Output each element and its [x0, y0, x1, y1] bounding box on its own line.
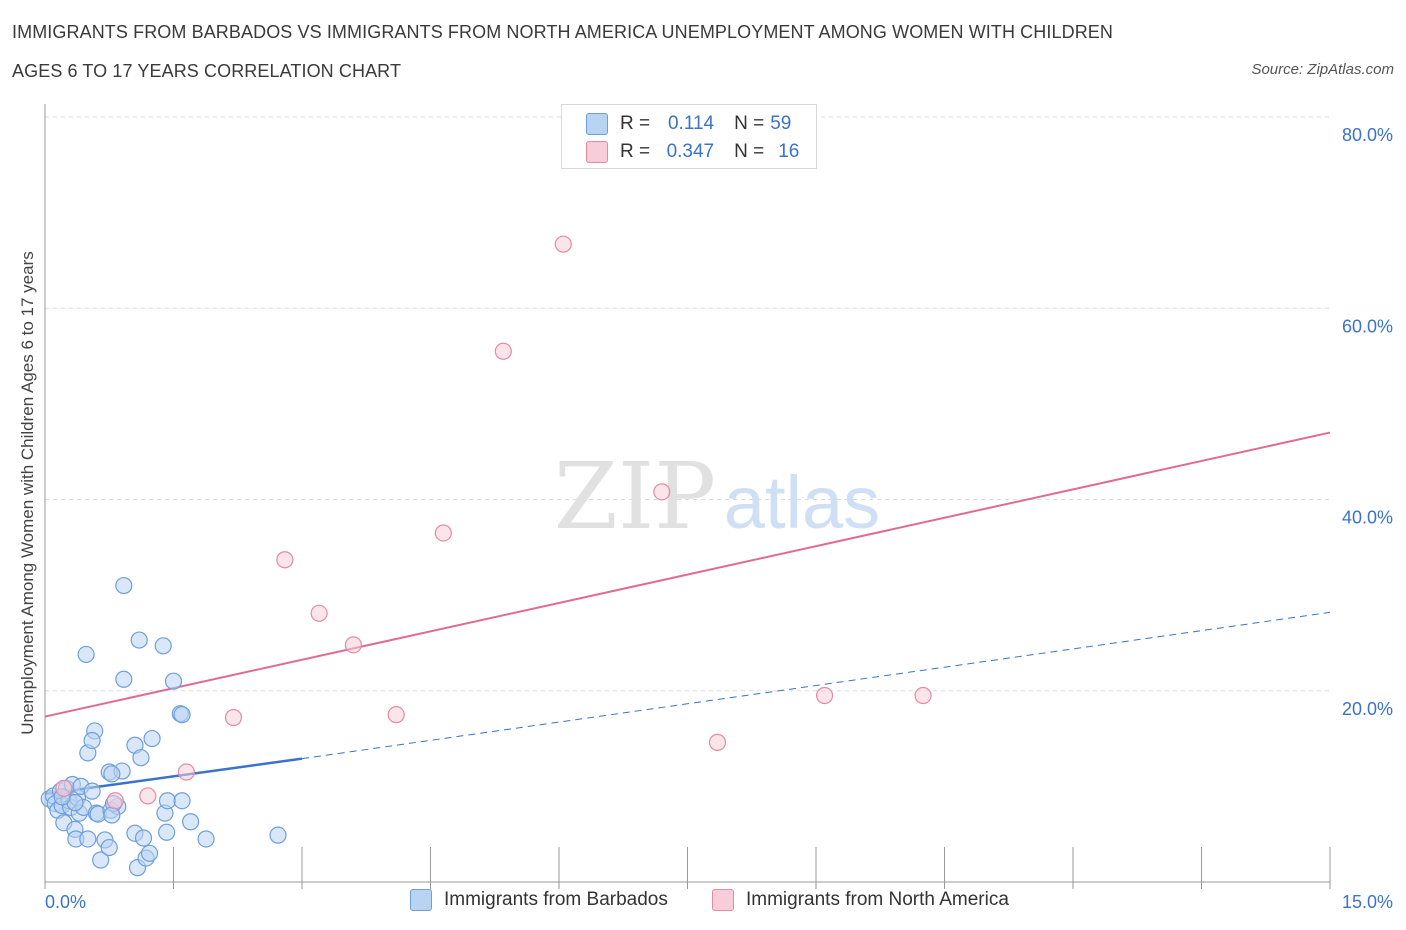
legend-r-value-barbados: 0.114 [667, 113, 715, 134]
point-north-america [914, 686, 932, 705]
x-tick-label: 0.0% [45, 892, 86, 912]
axes [44, 104, 1331, 889]
point-barbados [77, 645, 95, 664]
gridlines [45, 116, 1330, 692]
legend-r-value-north-america: 0.347 [666, 141, 715, 162]
point-north-america [708, 733, 727, 751]
bottom-legend-label-barbados: Immigrants from Barbados [444, 889, 668, 910]
trend-line-barbados-extrapolated [301, 611, 1331, 760]
point-north-america [554, 235, 572, 253]
legend-n-value-north-america: 16 [778, 141, 800, 162]
y-tick-label: 20.0% [1342, 699, 1393, 719]
x-tick-label: 15.0% [1342, 892, 1393, 912]
point-north-america [276, 551, 294, 569]
bottom-legend-label-north-america: Immigrants from North America [746, 889, 1009, 910]
point-north-america [494, 342, 512, 360]
legend-swatch-north-america [586, 141, 608, 163]
watermark-atlas: atlas [724, 461, 880, 544]
watermark: ZIP atlas [554, 443, 880, 550]
point-north-america [177, 763, 195, 781]
source-credit: Source: ZipAtlas.com [1251, 61, 1394, 78]
point-barbados [164, 672, 183, 690]
point-barbados [269, 826, 287, 844]
legend-r-label: R = [620, 141, 651, 162]
point-barbados [173, 706, 191, 724]
data-points [40, 235, 932, 877]
point-north-america [653, 483, 671, 501]
correlation-legend: R = 0.114 N = 59 R = 0.347 N = 16 [561, 104, 817, 169]
point-barbados [158, 823, 176, 841]
legend-n-value-barbados: 59 [770, 113, 792, 134]
point-north-america [815, 686, 834, 705]
point-barbados [173, 792, 191, 810]
y-tick-label: 60.0% [1342, 316, 1393, 336]
legend-row-north-america: R = 0.347 N = 16 [586, 140, 799, 164]
y-tick-label: 80.0% [1342, 125, 1393, 145]
point-barbados [154, 637, 172, 655]
point-north-america [106, 792, 124, 810]
legend-swatch-barbados [586, 113, 608, 135]
tick-labels: 20.0% 40.0% 60.0% 80.0% 0.0% 15.0% [45, 125, 1393, 912]
point-north-america [434, 524, 452, 542]
point-barbados [103, 765, 121, 783]
bottom-legend-swatch-north-america [712, 889, 734, 911]
point-barbados [79, 830, 97, 848]
point-barbados [134, 829, 153, 847]
point-barbados [130, 631, 148, 649]
legend-n-label: N = [734, 113, 765, 134]
point-barbados [197, 830, 215, 848]
point-barbados [143, 729, 161, 748]
point-barbados [83, 782, 101, 800]
point-barbados [92, 851, 110, 869]
chart-title-line-1: IMMIGRANTS FROM BARBADOS VS IMMIGRANTS F… [12, 22, 1113, 42]
watermark-zip: ZIP [554, 443, 716, 550]
point-barbados [103, 806, 121, 824]
point-barbados [115, 576, 133, 595]
point-barbados [182, 813, 200, 831]
point-north-america [55, 779, 73, 797]
y-tick-label: 40.0% [1342, 508, 1393, 528]
chart-title-line-2: AGES 6 TO 17 YEARS CORRELATION CHART [12, 61, 402, 81]
point-north-america [224, 708, 243, 727]
point-barbados [158, 792, 177, 810]
point-barbados [132, 749, 150, 767]
point-barbados [115, 670, 133, 688]
bottom-legend-north-america: Immigrants from North America [712, 889, 1009, 911]
trend-line-north-america [44, 431, 1331, 718]
point-barbados [83, 731, 101, 750]
bottom-legend-swatch-barbados [410, 889, 432, 911]
point-barbados [100, 838, 118, 857]
point-barbados [140, 844, 159, 862]
point-north-america [387, 706, 405, 724]
legend-r-label: R = [620, 113, 651, 134]
point-north-america [310, 604, 328, 622]
point-north-america [344, 636, 362, 654]
point-north-america [139, 787, 157, 805]
legend-n-label: N = [734, 141, 765, 162]
legend-row-barbados: R = 0.114 N = 59 [586, 112, 791, 136]
bottom-legend-barbados: Immigrants from Barbados [410, 889, 668, 911]
